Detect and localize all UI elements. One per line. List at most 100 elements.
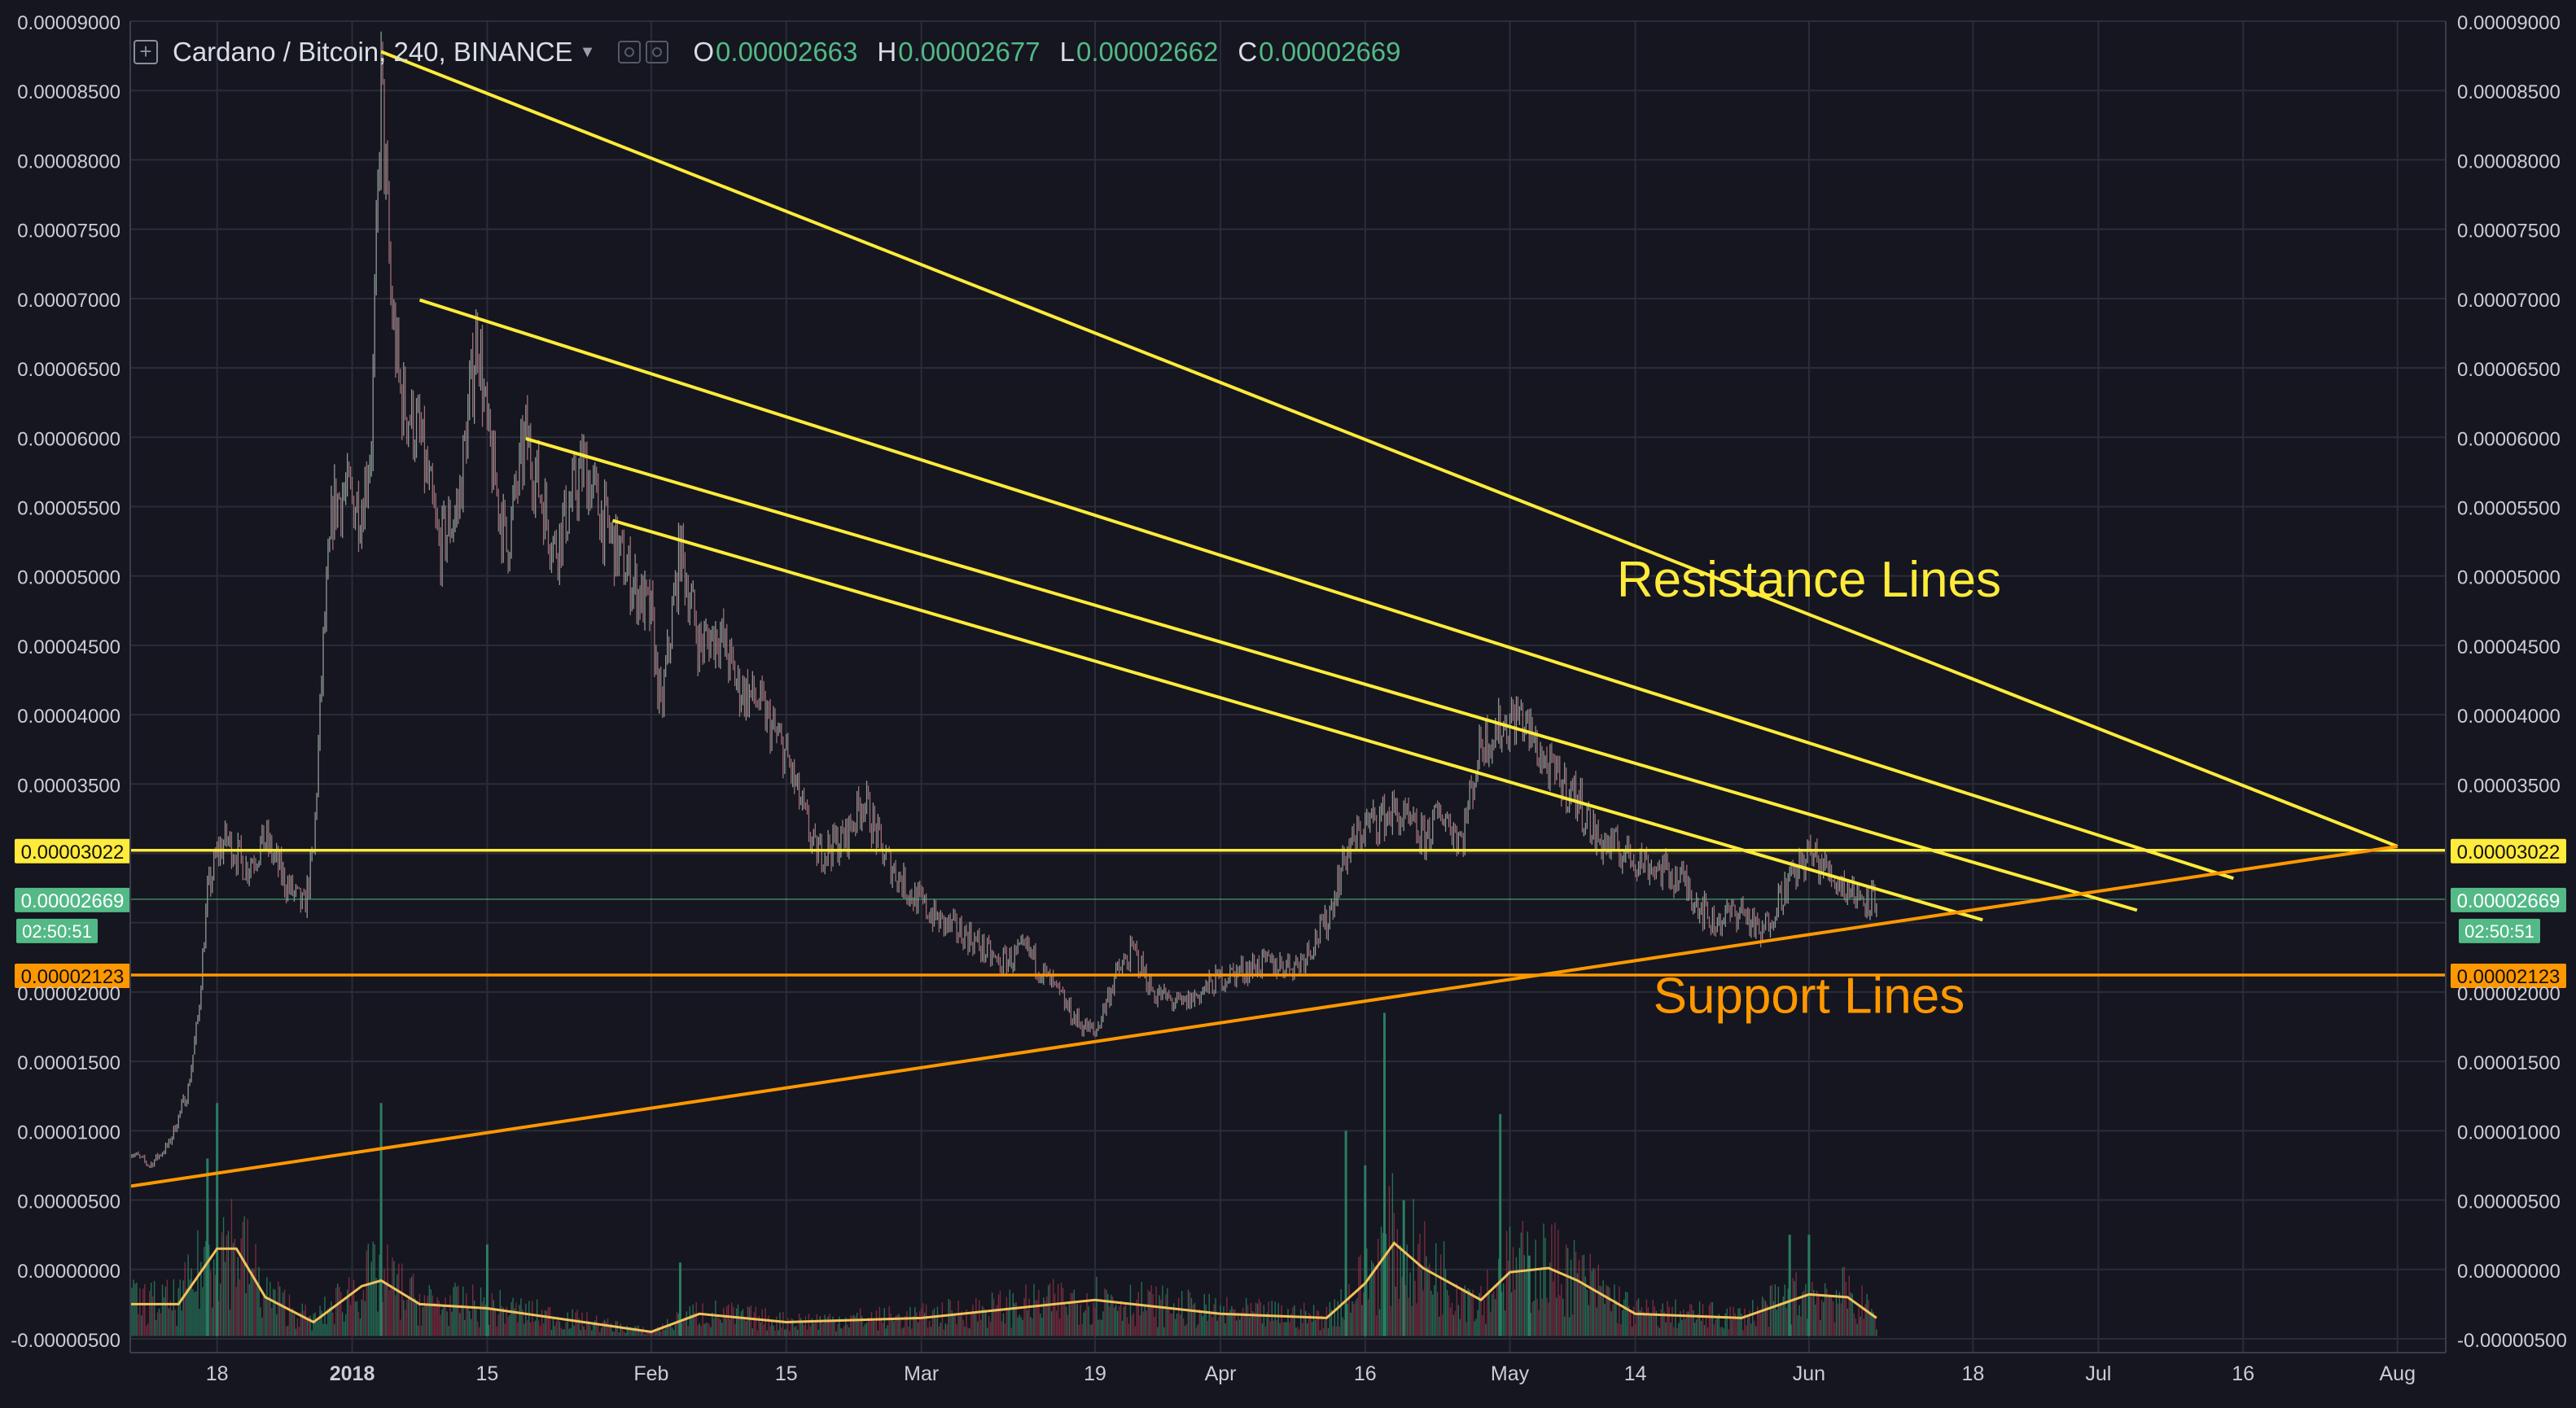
volume-bar (1229, 1310, 1231, 1336)
volume-bar (1102, 1311, 1104, 1336)
volume-bar (1211, 1317, 1213, 1336)
volume-bar (1112, 1296, 1114, 1336)
volume-bar (1488, 1289, 1490, 1336)
volume-bar (916, 1312, 918, 1336)
x-tick-label: 15 (476, 1362, 499, 1385)
volume-bar (740, 1311, 743, 1336)
volume-bar (819, 1316, 821, 1336)
volume-bar (1720, 1327, 1721, 1336)
volume-bar (1190, 1297, 1193, 1336)
volume-bar (293, 1314, 296, 1336)
chevron-down-icon[interactable]: ▼ (579, 42, 596, 61)
volume-bar (935, 1318, 937, 1336)
volume-bar (975, 1297, 977, 1336)
volume-bar (811, 1318, 813, 1336)
volume-bar (834, 1319, 835, 1336)
volume-bar (789, 1331, 791, 1336)
volume-bar (530, 1323, 532, 1336)
volume-bar (370, 1262, 372, 1336)
volume-bar (1708, 1305, 1711, 1336)
volume-bar (1498, 1258, 1500, 1336)
y-tick-label-left: 0.00001000 (17, 1122, 120, 1143)
volume-bar (247, 1218, 248, 1336)
volume-bar (555, 1321, 558, 1336)
volume-bar (1319, 1330, 1321, 1336)
volume-bar (1368, 1299, 1369, 1336)
eye-icon[interactable] (618, 41, 642, 63)
volume-bar (1546, 1297, 1548, 1336)
volume-bar (357, 1311, 360, 1336)
volume-bar (1030, 1317, 1032, 1336)
volume-bar (1101, 1319, 1102, 1336)
volume-bar (1500, 1292, 1503, 1336)
volume-bar (1046, 1296, 1048, 1336)
volume-bar (1107, 1293, 1109, 1336)
volume-bar (1216, 1320, 1218, 1336)
volume-spike (206, 1158, 209, 1336)
volume-bar (221, 1232, 223, 1336)
volume-bar (652, 1331, 654, 1336)
settings-icon[interactable] (646, 41, 669, 63)
volume-bar (306, 1318, 308, 1336)
volume-bar (451, 1311, 453, 1336)
y-tick-label-right: 0.00000000 (2457, 1261, 2561, 1283)
volume-bar (1308, 1313, 1310, 1336)
volume-bar (1157, 1327, 1159, 1336)
volume-bar (1028, 1298, 1030, 1336)
volume-bar (359, 1318, 361, 1336)
volume-bar (423, 1295, 426, 1336)
volume-bar (684, 1317, 686, 1336)
volume-bar (560, 1327, 562, 1336)
volume-bar (332, 1312, 334, 1336)
volume-spike (1527, 1255, 1531, 1336)
volume-bar (953, 1314, 954, 1336)
volume-bar (1623, 1299, 1625, 1336)
volume-bar (280, 1302, 283, 1336)
volume-bar (255, 1244, 256, 1336)
volume-bar (1676, 1328, 1678, 1336)
volume-bar (1472, 1289, 1474, 1336)
volume-bar (1348, 1283, 1350, 1336)
y-tick-label-right: 0.00007500 (2457, 221, 2561, 243)
volume-bar (1821, 1300, 1823, 1336)
volume-bar (603, 1319, 606, 1336)
volume-bars (129, 1012, 1877, 1336)
volume-bar (1620, 1324, 1622, 1336)
volume-bar (164, 1286, 167, 1336)
volume-bar (375, 1278, 377, 1336)
volume-bar (1223, 1305, 1224, 1336)
volume-bar (208, 1244, 210, 1336)
volume-bar (1586, 1289, 1588, 1336)
volume-bar (1316, 1310, 1318, 1336)
volume-bar (1387, 1250, 1389, 1336)
volume-bar (771, 1321, 773, 1336)
volume-bar (454, 1283, 456, 1336)
volume-bar (1010, 1327, 1012, 1336)
volume-bar (202, 1287, 204, 1336)
volume-bar (1205, 1304, 1207, 1336)
symbol-title[interactable]: Cardano / Bitcoin, 240, BINANCE (173, 37, 573, 67)
volume-bar (388, 1290, 390, 1336)
volume-bar (949, 1300, 951, 1336)
volume-bar (668, 1325, 670, 1336)
volume-bar (933, 1308, 935, 1336)
level-badge-label: 0.00002123 (21, 966, 125, 988)
volume-bar (327, 1309, 329, 1336)
volume-bar (1396, 1228, 1398, 1336)
volume-bar (1330, 1310, 1333, 1336)
volume-bar (1658, 1327, 1660, 1336)
y-tick-label-right: 0.00008000 (2457, 151, 2561, 173)
volume-bar (922, 1303, 924, 1336)
volume-bar (1067, 1314, 1069, 1336)
volume-bar (340, 1292, 342, 1336)
volume-bar (784, 1329, 786, 1336)
volume-bar (588, 1321, 589, 1336)
volume-bar (271, 1307, 273, 1336)
volume-bar (171, 1310, 173, 1336)
volume-bar (1781, 1304, 1783, 1336)
volume-bar (764, 1308, 766, 1336)
volume-bar (194, 1292, 195, 1336)
compare-add-icon[interactable]: + (134, 40, 158, 64)
